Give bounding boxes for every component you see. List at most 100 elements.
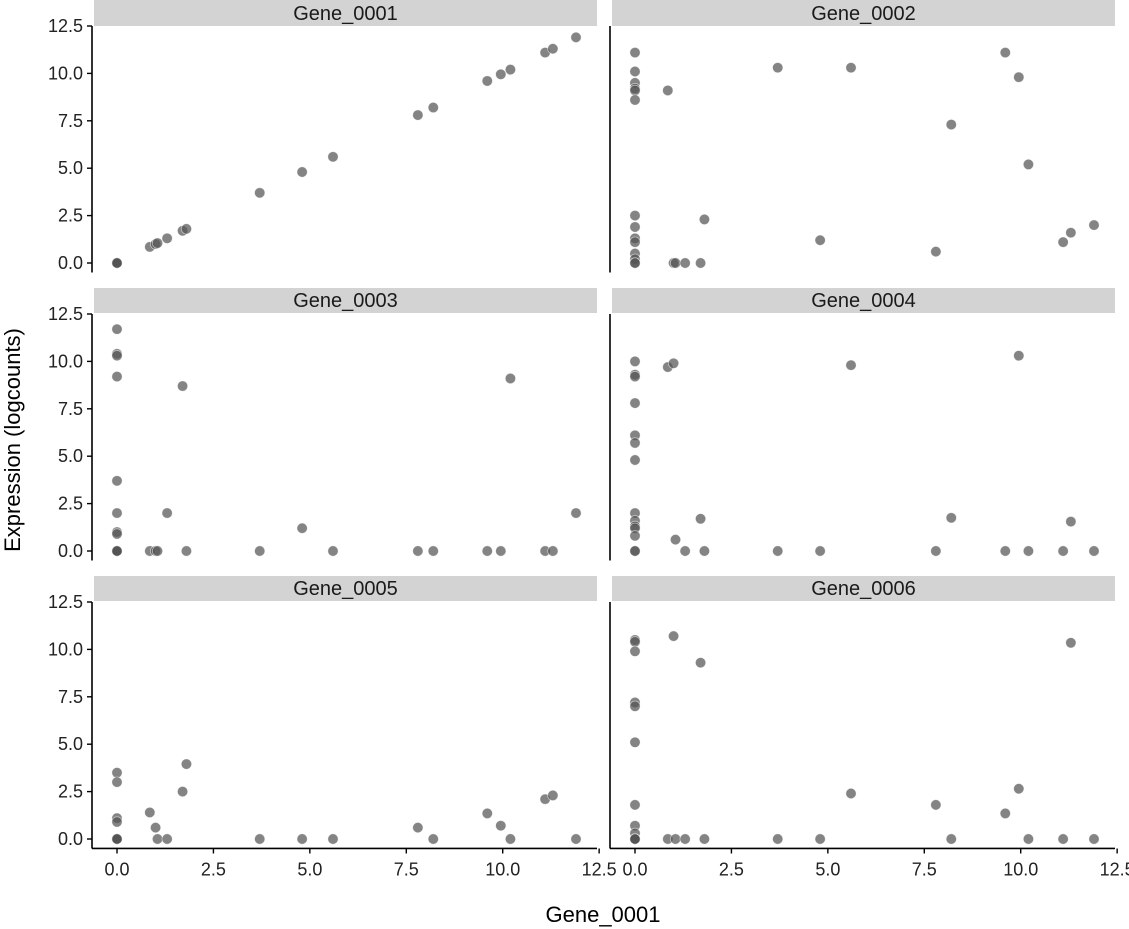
x-axis-title: Gene_0001 (546, 902, 661, 927)
facet-strip-label: Gene_0001 (293, 3, 398, 25)
data-point (180, 545, 192, 557)
data-point (930, 246, 942, 258)
y-tick-label: 7.5 (58, 687, 83, 707)
facet-strip (94, 0, 597, 26)
data-point (772, 545, 784, 557)
data-point (814, 545, 826, 557)
x-tick-label: 7.5 (394, 859, 419, 879)
data-point (111, 816, 123, 828)
data-point (772, 62, 784, 74)
data-point (327, 833, 339, 845)
data-point (1013, 350, 1025, 362)
data-point (698, 833, 710, 845)
data-point (296, 522, 308, 534)
data-point (629, 84, 641, 97)
data-point (495, 545, 507, 557)
data-point (161, 833, 173, 845)
y-tick-label: 5.0 (58, 158, 83, 178)
data-point (1088, 545, 1100, 557)
data-point (504, 372, 516, 385)
data-point (845, 62, 857, 74)
data-point (254, 833, 266, 845)
data-point (111, 257, 123, 269)
facet-strip (612, 288, 1115, 313)
data-point (1022, 833, 1034, 845)
data-point (629, 221, 641, 233)
data-point (481, 75, 493, 87)
data-point (629, 355, 641, 367)
x-tick-label: 7.5 (912, 859, 937, 879)
data-point (669, 534, 682, 546)
data-point (1088, 833, 1100, 845)
data-point (547, 43, 559, 55)
data-point (629, 454, 641, 466)
data-point (495, 820, 507, 832)
data-point (1057, 236, 1069, 248)
data-point (111, 371, 123, 383)
x-tick-label: 10.0 (485, 859, 520, 879)
data-point (999, 46, 1011, 59)
data-point (679, 833, 691, 845)
data-point (629, 437, 641, 449)
data-point (1057, 833, 1069, 845)
data-point (296, 833, 308, 845)
data-point (570, 31, 582, 43)
facet-strip-label: Gene_0005 (293, 578, 398, 600)
data-point (629, 371, 641, 383)
y-tick-label: 2.5 (58, 782, 83, 802)
data-point (1022, 545, 1034, 557)
data-point (495, 68, 507, 80)
data-point (845, 359, 857, 371)
facet-strip-label: Gene_0004 (811, 290, 916, 312)
data-point (144, 806, 156, 819)
data-point (570, 507, 582, 519)
data-point (999, 807, 1011, 819)
panel-gene-0001: Gene_0001 0.0 2.5 5.0 7.5 10.0 12.5 (48, 0, 597, 273)
y-tick-label: 10.0 (48, 63, 83, 83)
data-point (695, 513, 707, 525)
data-point (845, 787, 857, 800)
data-point (945, 833, 957, 845)
data-point (177, 786, 189, 798)
data-point (180, 223, 192, 235)
data-point (504, 833, 516, 845)
data-point (695, 257, 707, 269)
data-point (698, 545, 710, 557)
x-tick-label: 5.0 (297, 859, 322, 879)
facet-strip-label: Gene_0003 (293, 290, 398, 312)
data-point (1057, 545, 1069, 557)
data-point (111, 776, 123, 788)
data-point (111, 507, 123, 519)
data-point (668, 357, 680, 369)
data-point (111, 475, 123, 487)
data-point (111, 528, 123, 540)
panel-gene-0002: Gene_0002 (609, 0, 1115, 273)
panel-gene-0003: Gene_0003 0.0 2.5 5.0 7.5 10.0 12.5 (48, 288, 597, 561)
data-point (930, 545, 942, 557)
data-point (629, 700, 641, 712)
panel-gene-0004: Gene_0004 (609, 288, 1115, 561)
data-point (481, 807, 493, 819)
x-tick-label: 0.0 (104, 859, 129, 879)
y-tick-label: 10.0 (48, 351, 83, 371)
y-tick-label: 0.0 (58, 253, 83, 273)
data-point (327, 545, 339, 557)
data-point (1022, 158, 1034, 170)
data-point (629, 94, 641, 106)
x-tick-label: 0.0 (622, 859, 647, 879)
data-point (629, 833, 641, 845)
data-point (814, 234, 826, 246)
data-point (629, 545, 641, 557)
data-point (427, 101, 439, 114)
data-point (695, 657, 707, 669)
facet-strip (612, 576, 1115, 601)
data-point (930, 799, 942, 811)
y-tick-label: 0.0 (58, 541, 83, 561)
data-point (629, 799, 641, 811)
y-tick-label: 2.5 (58, 206, 83, 226)
data-point (1013, 783, 1025, 795)
data-point (481, 545, 493, 557)
data-point (296, 166, 308, 178)
x-tick-label: 10.0 (1003, 859, 1038, 879)
data-point (669, 833, 682, 845)
